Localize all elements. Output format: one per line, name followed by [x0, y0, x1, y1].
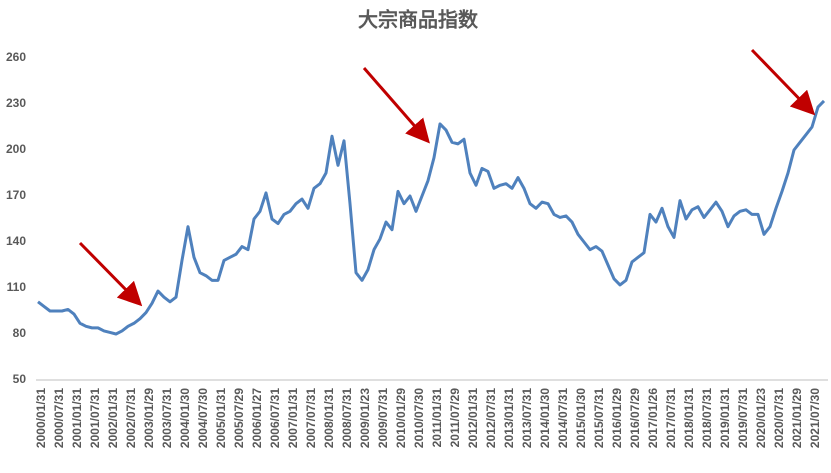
x-tick-label: 2018/01/31 [682, 388, 696, 448]
x-tick-label: 2018/07/31 [700, 388, 714, 448]
y-tick-label: 80 [13, 326, 27, 340]
x-tick-label: 2000/01/31 [34, 388, 48, 448]
y-tick-label: 110 [7, 280, 27, 294]
chart-title: 大宗商品指数 [358, 8, 479, 32]
x-tick-label: 2008/01/31 [322, 388, 336, 448]
plot: 50 80 110 140 170 200 230 260 2000/01/31 2000/07/… [6, 50, 828, 448]
x-tick-label: 2016/07/29 [628, 388, 642, 448]
x-tick-label: 2012/07/31 [484, 388, 498, 448]
x-tick-label: 2005/01/31 [214, 388, 228, 448]
x-tick-label: 2004/07/30 [196, 388, 210, 448]
x-tick-label: 2005/07/29 [232, 388, 246, 448]
x-tick-label: 2014/07/31 [556, 388, 570, 448]
y-tick-label: 170 [6, 188, 26, 202]
x-tick-label: 2004/01/30 [178, 388, 192, 448]
x-tick-label: 2019/07/31 [736, 388, 750, 448]
x-tick-label: 2007/01/31 [286, 388, 300, 448]
x-tick-label: 2020/01/23 [754, 388, 768, 448]
x-tick-label: 2009/07/31 [376, 388, 390, 448]
x-tick-label: 2012/01/31 [466, 388, 480, 448]
line [37, 99, 826, 336]
arrow [78, 241, 143, 307]
x-tick-label: 2013/07/31 [520, 388, 534, 448]
x-tick-label: 2001/01/31 [70, 388, 84, 448]
x-tick-label: 2019/01/31 [718, 388, 732, 448]
x-tick-label: 2002/01/31 [106, 388, 120, 448]
x-tick-label: 2013/01/31 [502, 388, 516, 448]
x-tick-label: 2001/07/31 [88, 388, 102, 448]
x-tick-label: 2011/07/29 [448, 388, 462, 448]
x-tick-label: 2006/07/31 [268, 388, 282, 448]
y-tick-label: 50 [13, 372, 27, 386]
x-tick-label: 2017/01/26 [646, 388, 660, 448]
x-tick-label: 2021/07/30 [808, 388, 822, 448]
x-tick-label: 2010/07/30 [412, 388, 426, 448]
y-tick-label: 260 [6, 50, 26, 64]
x-tick-label: 2008/07/31 [340, 388, 354, 448]
x-tick-label: 2017/07/31 [664, 388, 678, 448]
y-tick-label: 140 [6, 234, 26, 248]
x-tick-label: 2002/07/31 [124, 388, 138, 448]
x-tick-label: 2003/07/31 [160, 388, 174, 448]
x-tick-label: 2006/01/27 [250, 388, 264, 448]
x-tick-label: 2009/01/23 [358, 388, 372, 448]
x-tick-label: 2015/01/30 [574, 388, 588, 448]
x-tick-label: 2014/01/30 [538, 388, 552, 448]
x-tick-label: 2016/01/29 [610, 388, 624, 448]
x-tick-label: 2011/01/31 [430, 388, 444, 448]
x-tick-label: 2015/07/31 [592, 388, 606, 448]
y-tick-label: 200 [6, 142, 26, 156]
x-tick-label: 2003/01/29 [142, 388, 156, 448]
x-tick-label: 2007/07/31 [304, 388, 318, 448]
x-tick-label: 2021/01/29 [790, 388, 804, 448]
arrow [362, 67, 430, 144]
x-tick-label: 2010/01/29 [394, 388, 408, 448]
arrow [750, 48, 816, 116]
x-tick-label: 2020/07/31 [772, 388, 786, 448]
x-tick-label: 2000/07/31 [52, 388, 66, 448]
y-tick-label: 230 [6, 96, 26, 110]
